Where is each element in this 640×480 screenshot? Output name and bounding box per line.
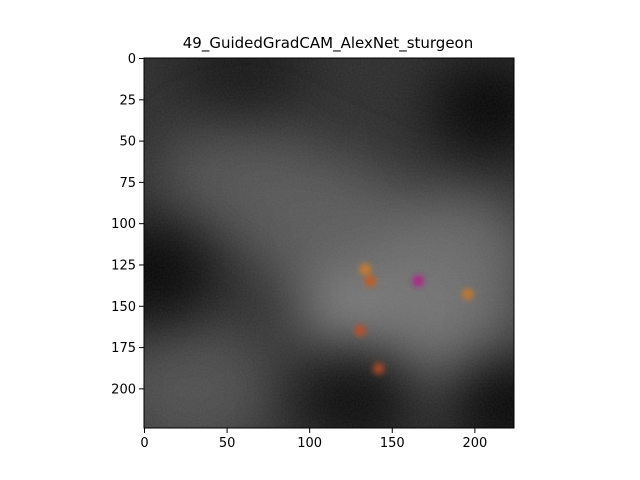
- chart-title: 49_GuidedGradCAM_AlexNet_sturgeon: [183, 34, 473, 53]
- y-tick-label: 25: [119, 93, 136, 108]
- color-spot: [412, 275, 424, 287]
- color-spot: [372, 362, 385, 375]
- color-spot: [354, 324, 367, 337]
- color-spot: [359, 263, 372, 276]
- x-tick-label: 200: [462, 436, 487, 451]
- color-spot: [461, 288, 474, 300]
- heatmap-image: [144, 58, 514, 428]
- x-tick-label: 150: [380, 436, 405, 451]
- x-tick-label: 0: [140, 436, 148, 451]
- x-tick-label: 100: [297, 436, 322, 451]
- y-tick-label: 0: [128, 52, 136, 67]
- y-tick-label: 100: [111, 217, 136, 232]
- x-tick-label: 50: [219, 436, 236, 451]
- y-tick-label: 50: [119, 135, 136, 150]
- color-spot: [364, 275, 377, 287]
- y-tick-label: 175: [111, 341, 136, 356]
- x-axis: 0 50 100 150 200: [140, 428, 487, 451]
- y-tick-label: 150: [111, 300, 136, 315]
- plot-frame: [143, 57, 515, 429]
- y-axis: 0 25 50 75 100 125 150 175 200: [111, 52, 144, 397]
- y-tick-label: 125: [111, 258, 136, 273]
- y-tick-label: 75: [119, 176, 136, 191]
- y-tick-label: 200: [111, 382, 136, 397]
